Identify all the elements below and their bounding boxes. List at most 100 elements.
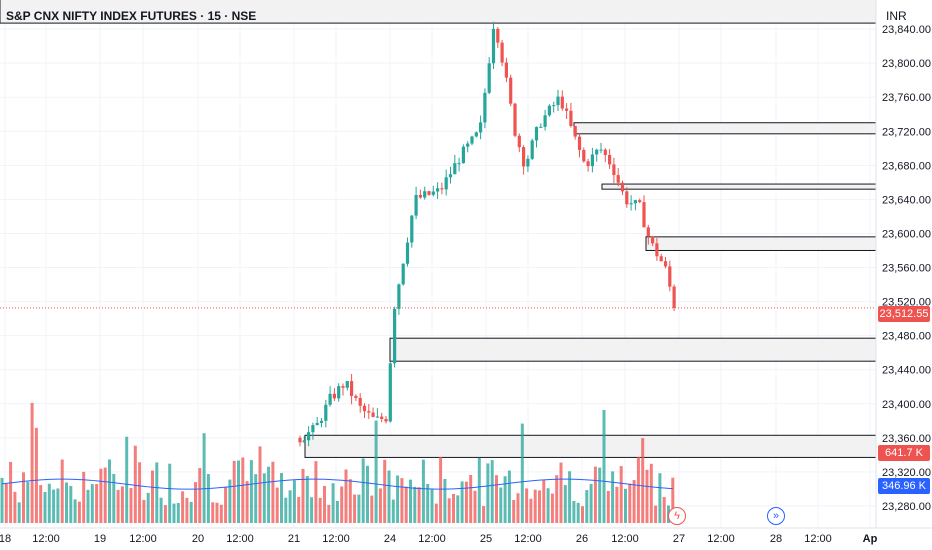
volume-bar xyxy=(477,457,481,523)
price-zone[interactable] xyxy=(389,337,877,362)
volume-bar xyxy=(464,481,468,523)
candle-body xyxy=(358,397,362,406)
price-zone[interactable] xyxy=(645,236,877,251)
volume-bar xyxy=(292,480,296,523)
volume-bar xyxy=(585,490,589,523)
volume-bar xyxy=(447,498,451,523)
price-axis: 23,840.00 23,800.00 23,760.00 23,720.00 23,6… xyxy=(882,24,931,513)
candle-body xyxy=(375,416,379,418)
volume-bar xyxy=(323,485,326,523)
x-tick-label: 12:00 xyxy=(322,533,350,545)
volume-bar xyxy=(400,478,404,523)
volume-bar xyxy=(391,499,395,523)
volume-bar xyxy=(237,460,240,523)
volume-bar xyxy=(103,467,107,523)
candle-body xyxy=(350,381,354,396)
y-tick-label: 23,840.00 xyxy=(882,24,931,36)
volume-bar xyxy=(125,436,129,523)
candle-body xyxy=(633,200,637,204)
volume-bar xyxy=(568,471,572,523)
volume-bar xyxy=(181,491,185,523)
volume-bar xyxy=(641,438,645,523)
candle-body xyxy=(522,147,526,167)
candle-body xyxy=(474,132,478,137)
volume-bar xyxy=(533,489,537,523)
volume-bar xyxy=(297,496,301,523)
price-zone[interactable] xyxy=(304,434,877,458)
volume-bar xyxy=(538,490,541,523)
price-zone[interactable] xyxy=(601,183,877,190)
currency-label[interactable]: INR xyxy=(886,9,907,23)
volume-bar xyxy=(589,483,593,523)
y-tick-label: 23,440.00 xyxy=(882,365,931,377)
candle-body xyxy=(315,422,319,426)
candle-body xyxy=(651,236,655,244)
price-zone[interactable] xyxy=(573,122,877,135)
candle-body xyxy=(444,177,448,190)
candle-body xyxy=(397,284,401,309)
volume-bar xyxy=(224,487,228,523)
volume-bar xyxy=(662,496,666,523)
lightning-icon[interactable]: ϟ xyxy=(668,507,686,525)
volume-bar xyxy=(366,465,369,523)
volume-bar xyxy=(155,462,159,523)
candle-body xyxy=(423,191,427,198)
candle-body xyxy=(659,256,663,262)
volume-bar xyxy=(116,489,120,523)
candle-body xyxy=(341,386,345,388)
volume-bar xyxy=(516,493,520,523)
candle-body xyxy=(448,174,453,178)
volume-bar xyxy=(13,491,17,523)
volume-bar xyxy=(90,484,94,523)
volume-bar xyxy=(112,473,116,523)
volume-bar xyxy=(473,490,477,523)
volume-bar xyxy=(460,481,464,523)
candle-body xyxy=(410,215,414,243)
volume-bar xyxy=(606,491,610,523)
volume-bar xyxy=(52,489,56,523)
volume-bar xyxy=(490,460,494,523)
volume-bar xyxy=(211,502,215,523)
volume-bar xyxy=(469,474,473,523)
volume-bar xyxy=(628,483,632,523)
volume-bar xyxy=(318,497,322,523)
y-tick-label: 23,480.00 xyxy=(882,331,931,343)
volume-bar xyxy=(34,427,38,523)
candlesticks xyxy=(298,21,676,447)
candle-body xyxy=(534,127,539,141)
volume-bar xyxy=(624,488,627,523)
candle-body xyxy=(367,411,371,413)
x-tick-label: 27 xyxy=(673,533,685,545)
volume-bar xyxy=(176,502,180,523)
volume-bar xyxy=(615,486,619,523)
volume-bar xyxy=(206,473,210,523)
volume-bar xyxy=(525,488,529,523)
candle-body xyxy=(560,96,564,109)
candle-body xyxy=(569,110,573,127)
volume-bar xyxy=(581,506,584,523)
volume-bar xyxy=(241,457,245,523)
double-chevron-right-icon[interactable]: » xyxy=(767,507,785,525)
candle-body xyxy=(414,194,418,216)
y-tick-label: 23,600.00 xyxy=(882,228,931,240)
candle-body xyxy=(539,126,543,128)
volume-bar xyxy=(262,473,266,523)
volume-bar xyxy=(99,468,103,523)
x-tick-label: 12:00 xyxy=(611,533,639,545)
candle-body xyxy=(302,440,306,443)
volume-bar xyxy=(550,493,554,523)
volume-bar xyxy=(245,481,249,523)
candle-body xyxy=(496,28,500,43)
volume-bar xyxy=(82,471,86,523)
volume-bar xyxy=(142,499,146,523)
y-tick-label: 23,560.00 xyxy=(882,263,931,275)
volume-bar xyxy=(512,500,516,523)
candle-body xyxy=(608,155,612,165)
volume-bar xyxy=(77,501,81,523)
volume-bar xyxy=(314,461,318,523)
candle-body xyxy=(599,149,603,151)
volume-bar xyxy=(434,503,438,523)
volume-bar xyxy=(168,463,172,523)
candle-body xyxy=(526,158,530,167)
